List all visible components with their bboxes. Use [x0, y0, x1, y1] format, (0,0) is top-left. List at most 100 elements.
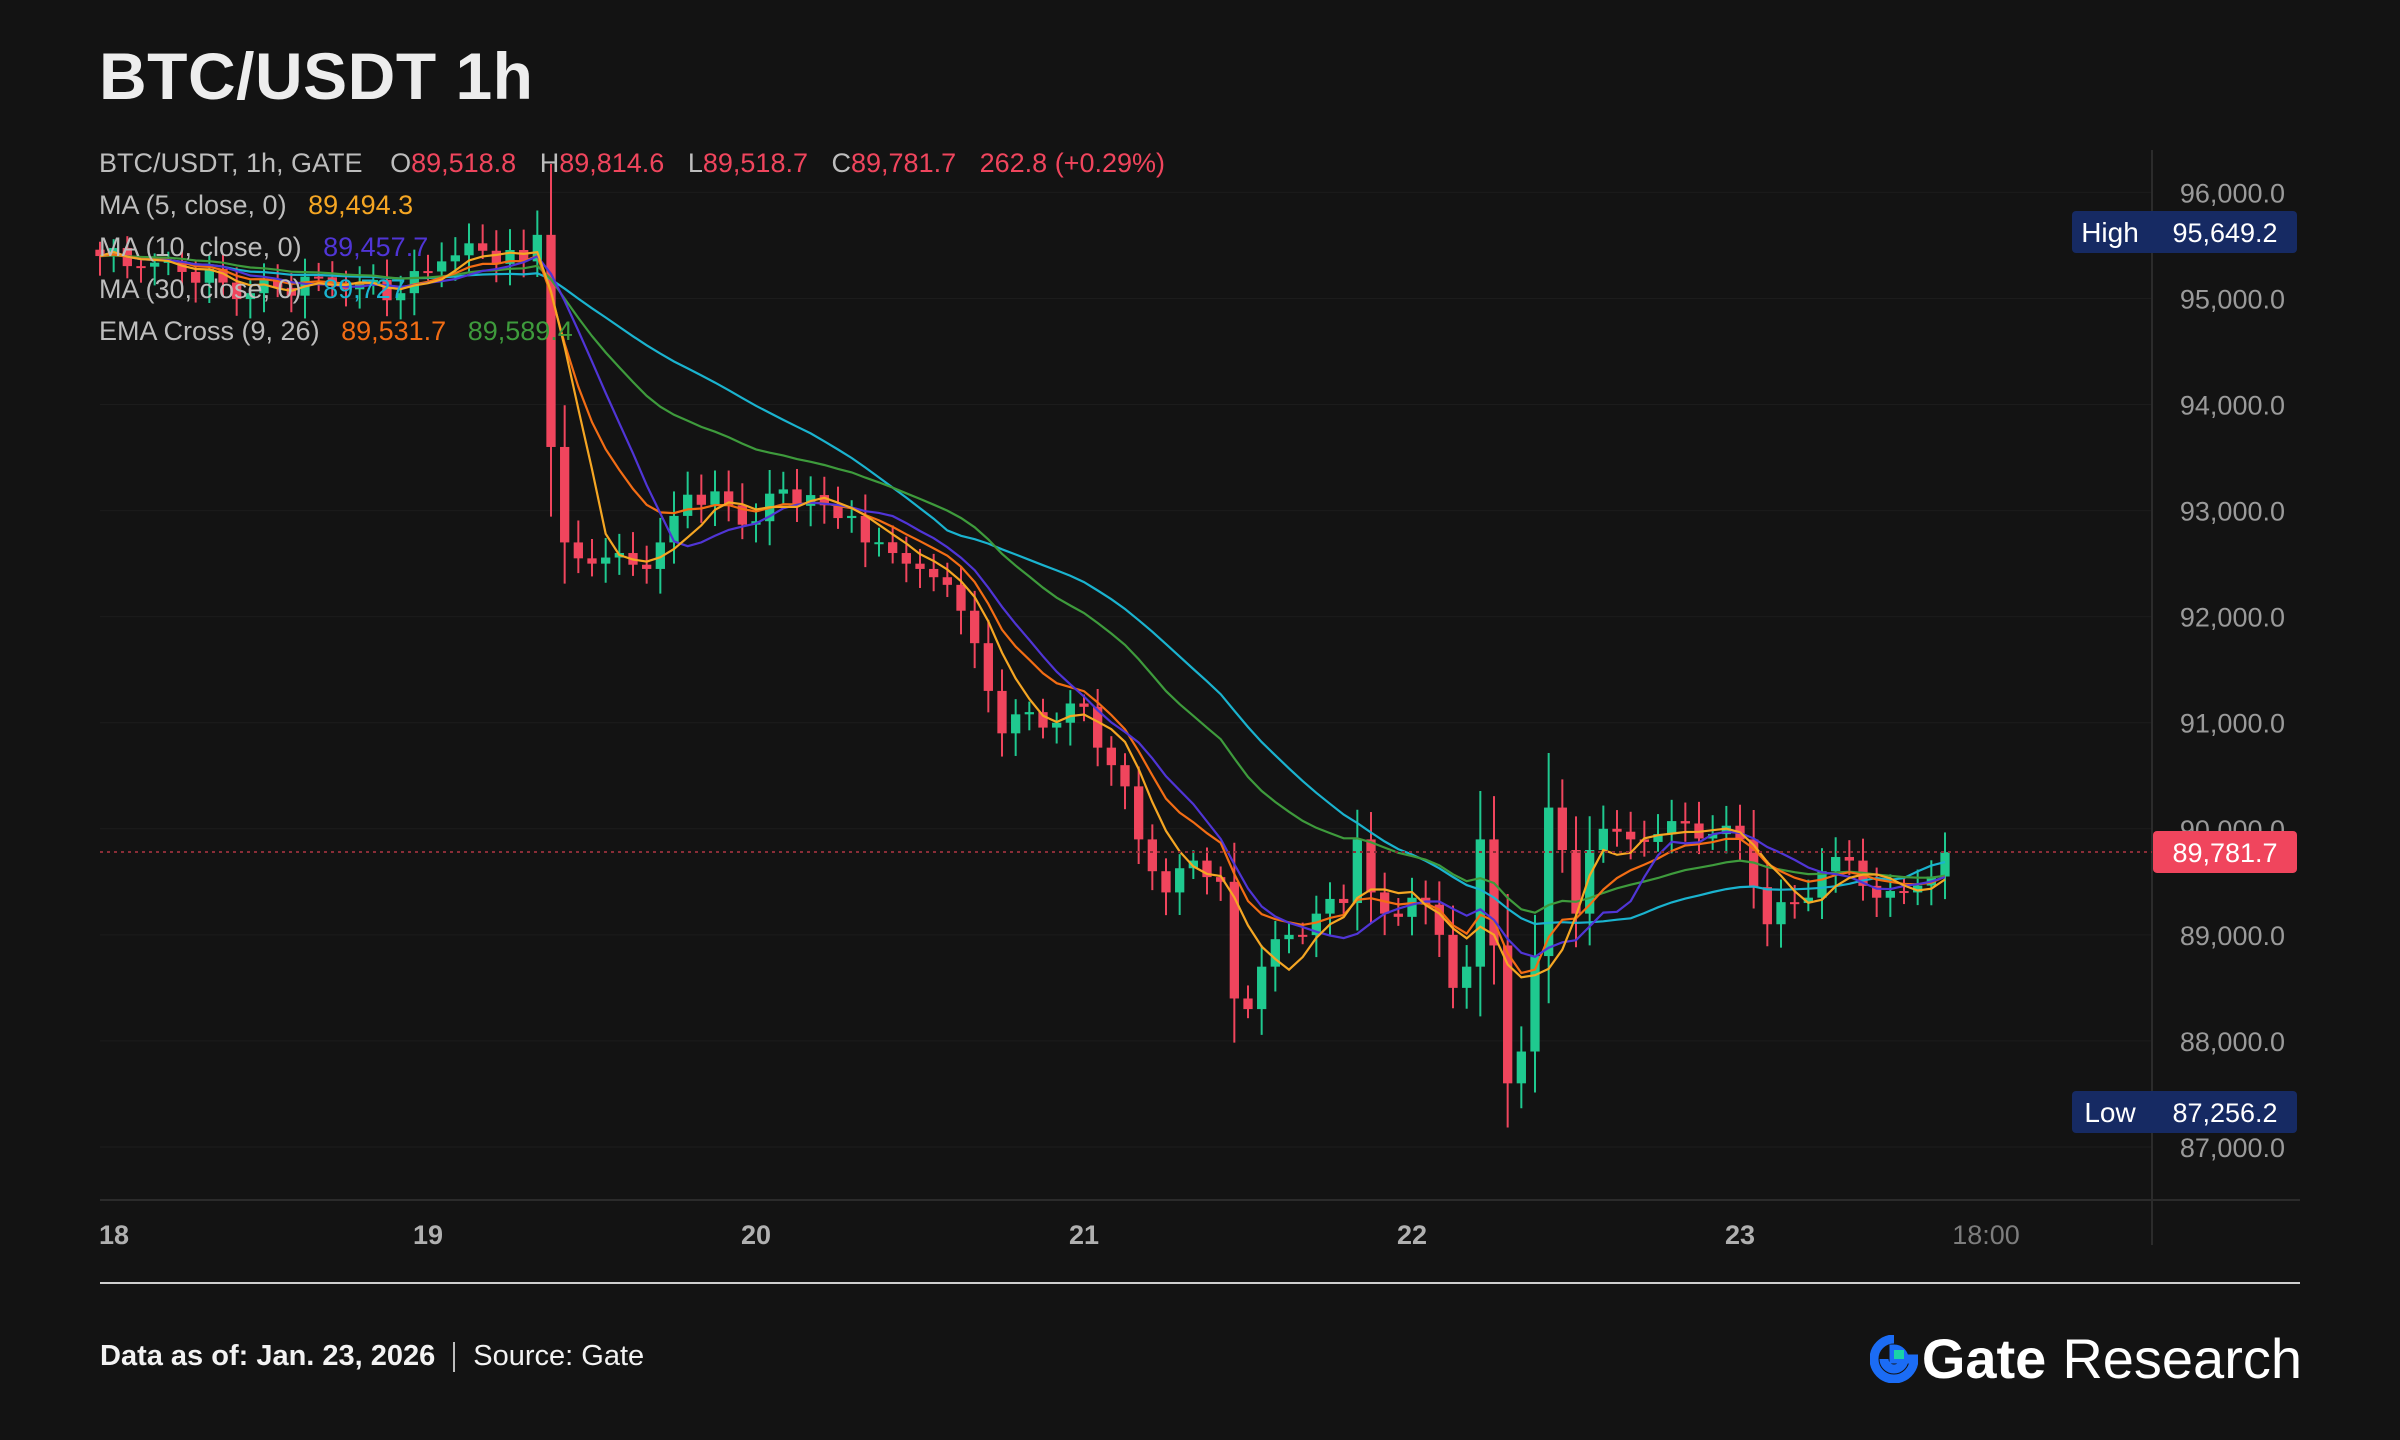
candle-body — [929, 568, 939, 578]
candle-body — [1653, 834, 1663, 842]
candle-body — [437, 261, 447, 272]
last-price-value: 89,781.7 — [2172, 838, 2277, 868]
candle-body — [1147, 839, 1157, 872]
low-value: 87,256.2 — [2172, 1098, 2277, 1128]
candle-body — [1366, 839, 1376, 893]
data-as-of: Data as of: Jan. 23, 2026 — [100, 1340, 436, 1372]
legend-ma10: MA (10, close, 0) 89,457.7 — [99, 232, 428, 262]
legend-ema: EMA Cross (9, 26) 89,531.7 89,589.4 — [99, 316, 573, 346]
candle-body — [1325, 898, 1335, 914]
candle-body — [478, 243, 488, 251]
candle-body — [1667, 821, 1677, 835]
candle-body — [314, 276, 324, 279]
y-tick-label: 96,000.0 — [2180, 178, 2285, 208]
candle-body — [1352, 839, 1362, 904]
candle-body — [560, 446, 570, 543]
candle-body — [1790, 902, 1800, 905]
candle-body — [1311, 913, 1321, 936]
candle-body — [1202, 860, 1212, 878]
candle-body — [1516, 1051, 1526, 1084]
legend-o-label: O — [390, 148, 411, 178]
legend-ma10-value: 89,457.7 — [323, 232, 428, 262]
candle-body — [1721, 825, 1731, 835]
footer-separator — [453, 1341, 456, 1372]
candle-body — [259, 278, 269, 294]
candle-body — [915, 563, 925, 569]
candle-body — [601, 557, 611, 564]
candle-body — [587, 558, 597, 564]
low-label: Low — [2084, 1097, 2136, 1128]
candle-body — [1557, 807, 1567, 850]
candle-body — [1489, 839, 1499, 946]
x-tick-label: 18 — [99, 1220, 129, 1250]
candle-body — [792, 489, 802, 506]
candle-body — [1626, 831, 1636, 840]
candle-body — [464, 243, 474, 256]
candle-body — [1544, 807, 1554, 957]
candle-body — [1229, 881, 1239, 999]
candle-body — [669, 515, 679, 543]
candle-body — [409, 271, 419, 294]
candle-body — [1530, 956, 1540, 1052]
candle-body — [1161, 871, 1171, 893]
gate-logo-icon — [1869, 1334, 1918, 1383]
candle-body — [505, 250, 515, 264]
candle-body — [1899, 891, 1909, 894]
legend-change: 262.8 (+0.29%) — [980, 148, 1165, 178]
candle-body — [232, 282, 242, 300]
y-tick-label: 93,000.0 — [2180, 497, 2285, 527]
ema26-line — [99, 254, 1946, 914]
candle-body — [1134, 786, 1144, 840]
footer-divider — [100, 1282, 2300, 1284]
candle-body — [710, 491, 720, 505]
ema9-line — [99, 253, 1946, 975]
candle-body — [491, 250, 501, 264]
candle-body — [1475, 839, 1485, 967]
candle-body — [1024, 712, 1034, 715]
candle-body — [1462, 966, 1472, 988]
candle-body — [1844, 856, 1854, 861]
candle-body — [368, 279, 378, 283]
candle-body — [1407, 897, 1417, 917]
candle-body — [642, 564, 652, 569]
candle-body — [997, 690, 1007, 734]
legend-l-value: 89,518.7 — [703, 148, 808, 178]
candle-body — [1216, 877, 1226, 882]
legend-ma30: MA (30, close, 0) 89,727 — [99, 274, 406, 304]
candle-body — [150, 262, 160, 267]
y-tick-label: 92,000.0 — [2180, 603, 2285, 633]
candle-body — [956, 584, 966, 611]
y-tick-label: 91,000.0 — [2180, 709, 2285, 739]
legend-ema-slow-value: 89,589.4 — [468, 316, 573, 346]
legend-ma30-value: 89,727 — [323, 274, 406, 304]
candle-body — [1393, 913, 1403, 917]
candle-body — [901, 553, 911, 564]
last-price-tag — [2153, 830, 2297, 873]
gridlines — [100, 191, 2152, 1148]
candle-body — [874, 542, 884, 545]
axes: 87,000.088,000.089,000.090,000.091,000.0… — [99, 150, 2300, 1250]
candle-body — [847, 515, 857, 519]
candle-body — [696, 494, 706, 505]
high-value: 95,649.2 — [2172, 218, 2277, 248]
ma5-line — [99, 250, 1946, 979]
candle-body — [204, 269, 214, 283]
legend: BTC/USDT, 1h, GATE O89,518.8 H89,814.6 L… — [99, 148, 1165, 346]
legend-ma5-value: 89,494.3 — [308, 190, 413, 220]
candle-body — [819, 495, 829, 506]
chart-title: BTC/USDT 1h — [99, 39, 534, 113]
candle-body — [1065, 703, 1075, 723]
candle-body — [382, 279, 392, 301]
candle-body — [1257, 966, 1267, 1010]
legend-ma5-label: MA (5, close, 0) — [99, 190, 287, 220]
candle-body — [95, 249, 105, 257]
candle-body — [1243, 998, 1253, 1010]
candle-body — [1093, 706, 1103, 748]
candle-body — [1270, 939, 1280, 967]
candle-body — [778, 489, 788, 494]
x-tick-label: 19 — [413, 1220, 443, 1250]
candle-body — [1639, 839, 1649, 842]
candle-body — [396, 293, 406, 301]
candle-body — [724, 491, 734, 506]
